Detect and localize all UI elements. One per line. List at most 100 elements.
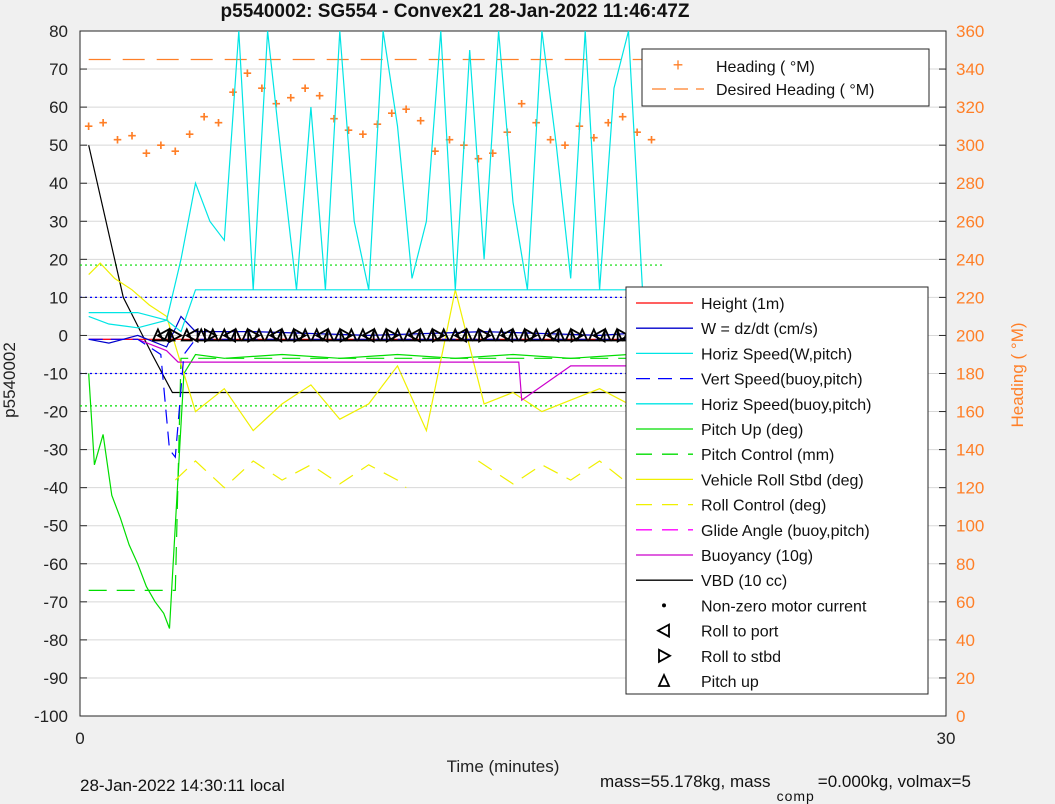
reference-lines xyxy=(80,264,663,407)
legend-desired-heading-label: Desired Heading ( °M) xyxy=(716,82,874,99)
roll-to-stbd-marker xyxy=(432,327,446,343)
roll-to-port-marker xyxy=(545,327,560,343)
heading-point: + xyxy=(359,126,368,143)
footer-mass: mass=55.178kg, mass comp=0.000kg, volmax=… xyxy=(600,772,971,804)
legend-heading-marker: + xyxy=(673,55,684,75)
y-tick-label: -40 xyxy=(43,479,68,498)
series-line xyxy=(88,338,658,402)
roll-to-stbd-marker xyxy=(570,327,585,343)
heading-point: + xyxy=(171,143,180,160)
series-line xyxy=(88,145,658,394)
legend-heading: + Heading ( °M) Desired Heading ( °M) xyxy=(641,48,930,107)
heading-point: + xyxy=(618,109,627,126)
y2-tick-label: 160 xyxy=(956,403,984,422)
y2-tick-label: 320 xyxy=(956,98,984,117)
heading-point: + xyxy=(84,118,93,135)
roll-to-stbd-marker xyxy=(478,327,493,343)
roll-to-port-marker xyxy=(360,327,375,343)
heading-point: + xyxy=(315,88,324,105)
heading-point: + xyxy=(647,131,656,148)
legend-label: VBD (10 cc) xyxy=(701,573,787,590)
x-axis-label: Time (minutes) xyxy=(447,757,560,776)
heading-point: + xyxy=(474,150,483,167)
legend-label: Non-zero motor current xyxy=(701,598,867,615)
legend-label: W = dz/dt (cm/s) xyxy=(701,321,818,338)
roll-to-port-marker xyxy=(268,327,283,343)
roll-to-stbd-marker xyxy=(169,327,184,343)
legend-marker xyxy=(658,648,672,664)
x-tick-label: 30 xyxy=(937,729,956,748)
heading-point: + xyxy=(344,122,353,139)
roll-to-stbd-marker xyxy=(203,327,218,343)
y2-tick-label: 100 xyxy=(956,517,984,536)
chart-title: p5540002: SG554 - Convex21 28-Jan-2022 1… xyxy=(221,1,690,22)
y-tick-label: -50 xyxy=(43,517,68,536)
heading-point: + xyxy=(257,80,266,97)
series-line xyxy=(88,350,658,629)
x-axis: 0 30 xyxy=(75,729,955,748)
heading-point: + xyxy=(445,131,454,148)
y2-tick-label: 40 xyxy=(956,631,975,650)
x-tick-label: 0 xyxy=(75,729,84,748)
y2-tick-label: 60 xyxy=(956,593,975,612)
heading-point: + xyxy=(633,124,642,141)
heading-point: + xyxy=(589,130,598,147)
legend-label: Horiz Speed(W,pitch) xyxy=(701,346,852,363)
y-tick-label: -60 xyxy=(43,555,68,574)
legend-label: Buoyancy (10g) xyxy=(701,548,813,565)
roll-to-port-marker xyxy=(184,327,199,343)
heading-point: + xyxy=(113,131,122,148)
y2-tick-label: 140 xyxy=(956,441,984,460)
legend-label: Pitch Up (deg) xyxy=(701,422,803,439)
heading-point: + xyxy=(229,84,238,101)
y-tick-label: 70 xyxy=(49,60,68,79)
roll-to-port-marker xyxy=(406,327,421,343)
y-tick-label: 40 xyxy=(49,174,68,193)
y-tick-label: -20 xyxy=(43,403,68,422)
roll-to-stbd-marker xyxy=(293,327,308,343)
heading-point: + xyxy=(99,114,108,131)
y-axis-right: 3603403203002802602402202001801601401201… xyxy=(939,22,984,726)
heading-point: + xyxy=(416,112,425,129)
y2-tick-label: 120 xyxy=(956,479,984,498)
heading-point: + xyxy=(402,101,411,118)
footer-mass-comp: =0.000kg, volmax=5 xyxy=(817,772,971,791)
y2-tick-label: 300 xyxy=(956,136,984,155)
heading-point: + xyxy=(243,65,252,82)
y-tick-label: -80 xyxy=(43,631,68,650)
y2-tick-label: 240 xyxy=(956,250,984,269)
y-tick-label: 10 xyxy=(49,288,68,307)
y-tick-label: 80 xyxy=(49,22,68,41)
y2-tick-label: 0 xyxy=(956,707,965,726)
legend-label: Glide Angle (buoy,pitch) xyxy=(701,523,870,540)
legend-main: Height (1m) W = dz/dt (cm/s) Horiz Speed(W… xyxy=(625,286,929,695)
series-line xyxy=(88,357,658,592)
roll-to-stbd-marker xyxy=(385,327,400,343)
heading-point: + xyxy=(156,137,165,154)
y-tick-label: 0 xyxy=(59,326,68,345)
y2-tick-label: 340 xyxy=(956,60,984,79)
legend-label: Height (1m) xyxy=(701,296,785,313)
roll-to-port-marker xyxy=(591,327,606,343)
legend-marker xyxy=(657,672,671,687)
heading-point: + xyxy=(517,95,526,112)
legend-label: Pitch Control (mm) xyxy=(701,447,834,464)
roll-to-port-marker xyxy=(314,327,329,343)
footer-comp-subscript: comp xyxy=(776,788,815,804)
y-tick-label: 30 xyxy=(49,212,68,231)
series-line xyxy=(88,30,658,329)
roll-to-stbd-marker xyxy=(247,327,262,343)
heading-point: + xyxy=(301,80,310,97)
y2-tick-label: 200 xyxy=(956,326,984,345)
legend-label: Vert Speed(buoy,pitch) xyxy=(701,372,863,389)
roll-to-stbd-marker xyxy=(339,327,354,343)
legend-label: Roll to port xyxy=(701,624,779,641)
heading-point: + xyxy=(561,137,570,154)
roll-to-stbd-marker xyxy=(616,327,631,343)
heading-point: + xyxy=(488,145,497,162)
y2-tick-label: 220 xyxy=(956,288,984,307)
y-tick-label: -10 xyxy=(43,365,68,384)
y-tick-label: -30 xyxy=(43,441,68,460)
y-axis-label: p5540002 xyxy=(0,342,19,418)
roll-to-stbd-marker xyxy=(524,327,539,343)
